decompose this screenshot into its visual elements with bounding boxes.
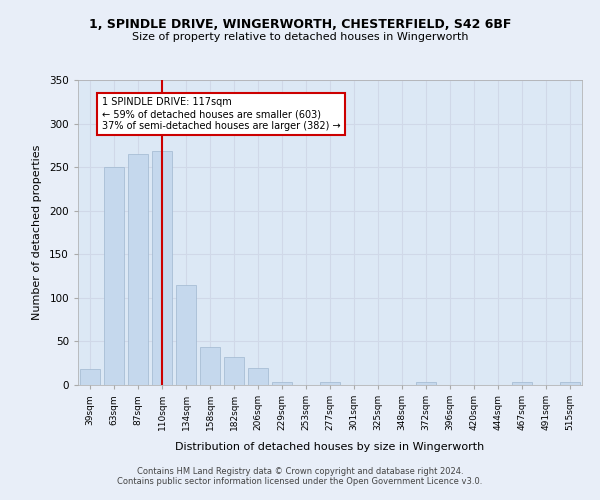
Bar bbox=[200, 346, 220, 385]
Bar bbox=[512, 382, 532, 385]
Bar bbox=[320, 382, 340, 385]
Bar bbox=[272, 382, 292, 385]
Y-axis label: Number of detached properties: Number of detached properties bbox=[32, 145, 42, 320]
Text: Contains HM Land Registry data © Crown copyright and database right 2024.: Contains HM Land Registry data © Crown c… bbox=[137, 467, 463, 476]
Bar bbox=[128, 154, 148, 385]
Bar bbox=[560, 382, 580, 385]
Bar bbox=[416, 382, 436, 385]
Bar bbox=[80, 370, 100, 385]
Text: Contains public sector information licensed under the Open Government Licence v3: Contains public sector information licen… bbox=[118, 477, 482, 486]
Text: 1, SPINDLE DRIVE, WINGERWORTH, CHESTERFIELD, S42 6BF: 1, SPINDLE DRIVE, WINGERWORTH, CHESTERFI… bbox=[89, 18, 511, 30]
Bar bbox=[224, 357, 244, 385]
Text: Size of property relative to detached houses in Wingerworth: Size of property relative to detached ho… bbox=[132, 32, 468, 42]
Bar bbox=[248, 368, 268, 385]
Bar bbox=[176, 285, 196, 385]
Text: 1 SPINDLE DRIVE: 117sqm
← 59% of detached houses are smaller (603)
37% of semi-d: 1 SPINDLE DRIVE: 117sqm ← 59% of detache… bbox=[102, 98, 341, 130]
Bar bbox=[152, 152, 172, 385]
Bar bbox=[104, 167, 124, 385]
X-axis label: Distribution of detached houses by size in Wingerworth: Distribution of detached houses by size … bbox=[175, 442, 485, 452]
